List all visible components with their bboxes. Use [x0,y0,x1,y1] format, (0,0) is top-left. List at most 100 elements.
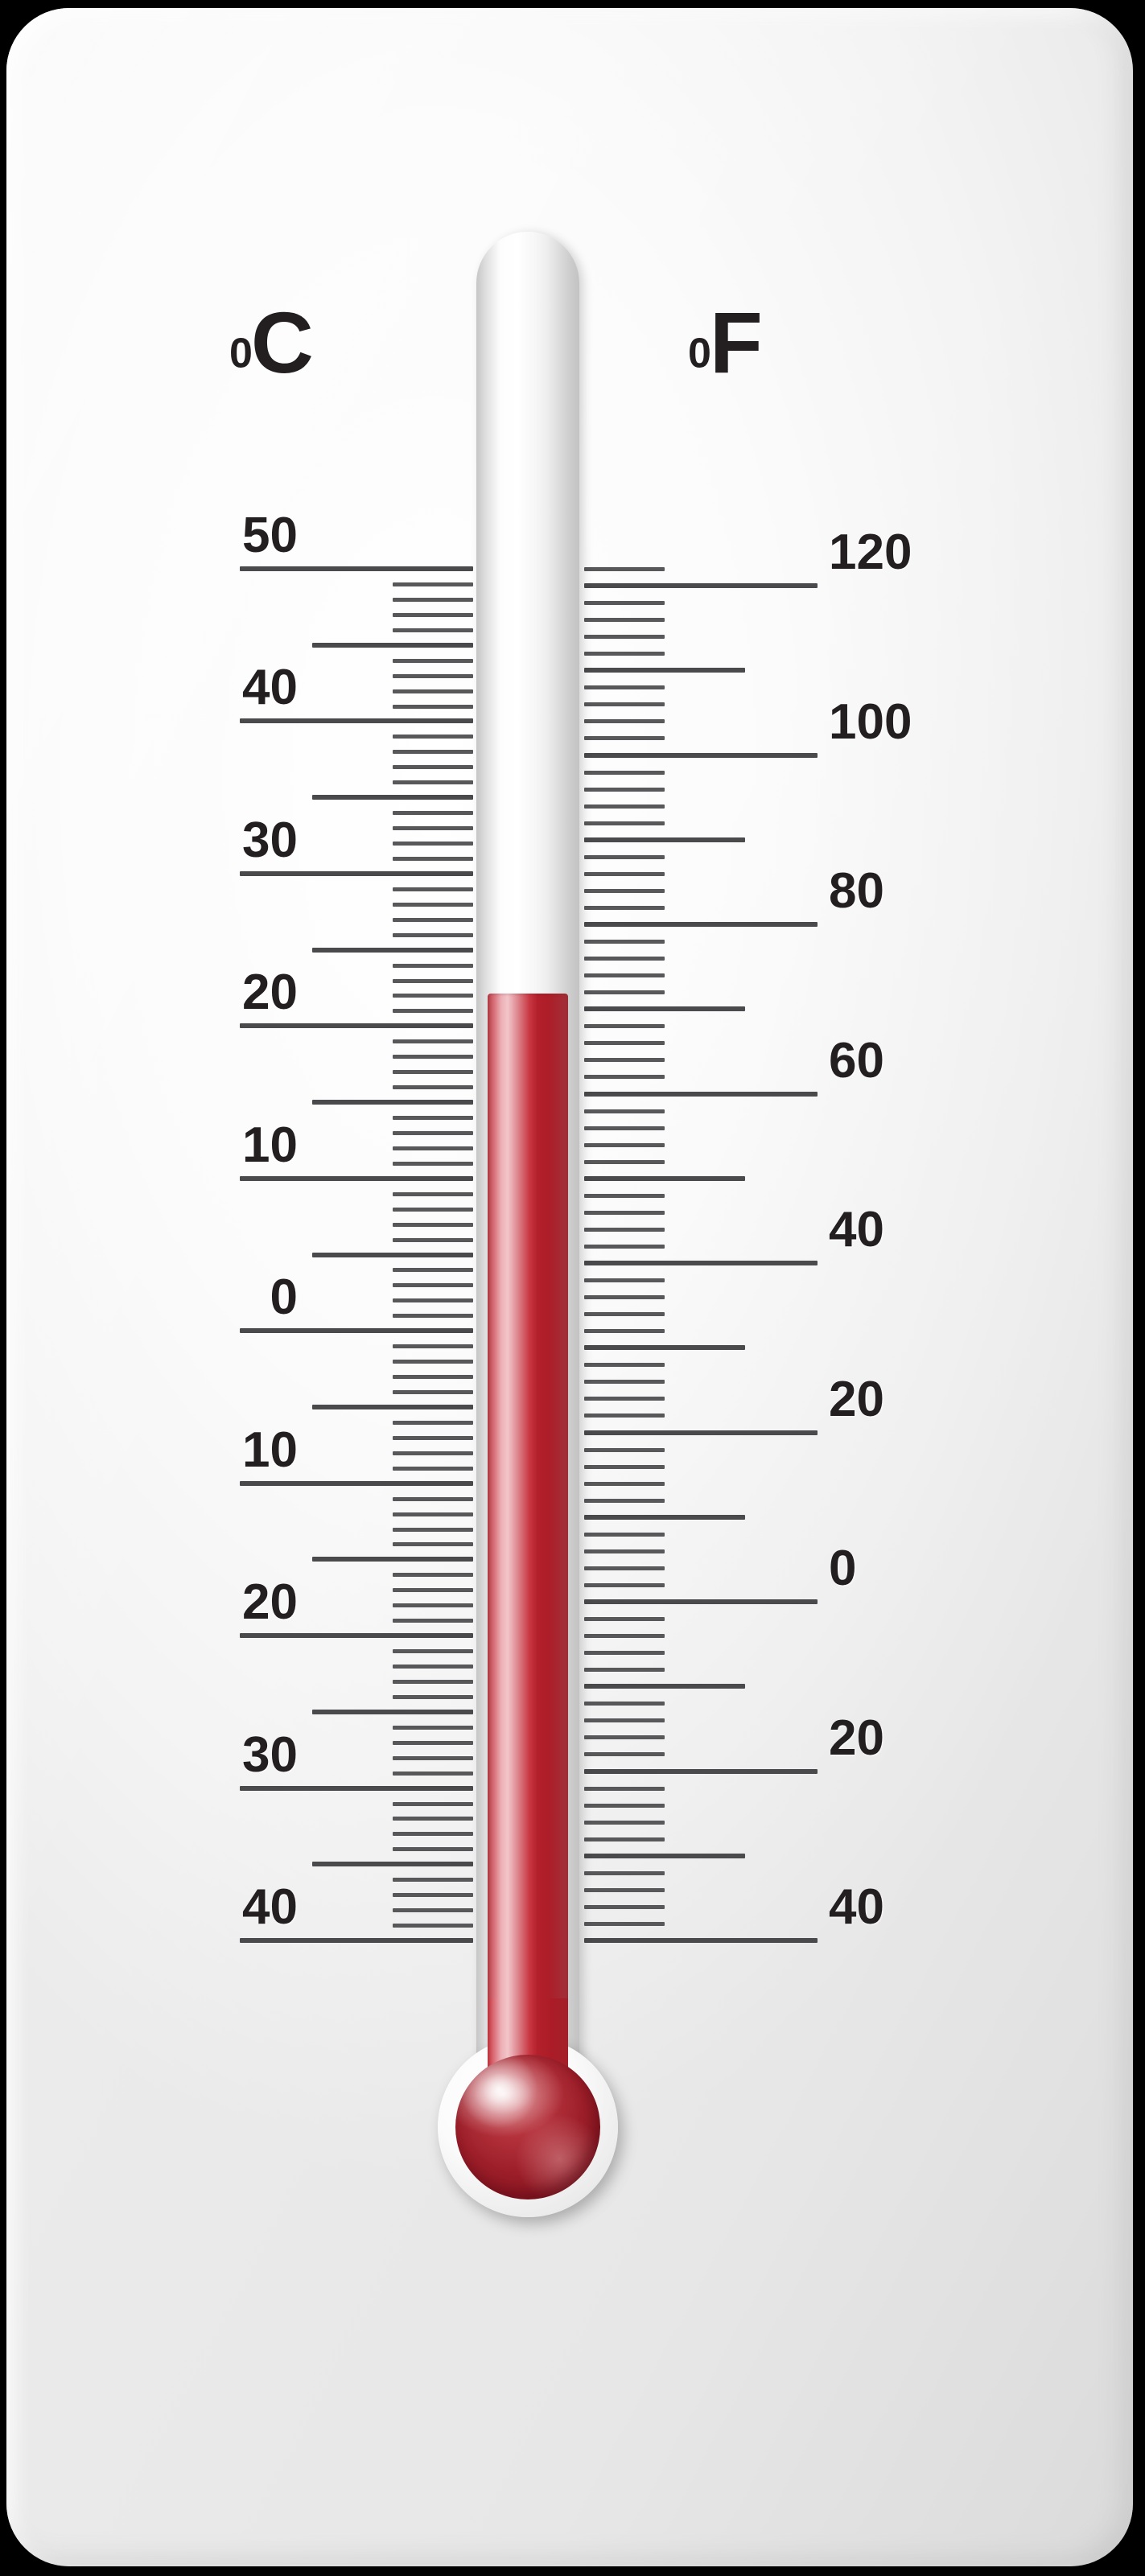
scale-tick-minor [393,1619,473,1623]
scale-tick-minor [393,1893,473,1898]
scale-tick-minor [393,765,473,770]
scale-tick-minor [393,994,473,998]
scale-tick-minor [393,1542,473,1547]
scale-tick-minor [393,597,473,602]
scale-tick-minor [584,1159,665,1164]
scale-tick-major [240,1023,473,1029]
scale-tick-minor [393,902,473,907]
scale-tick-minor [393,1360,473,1364]
scale-tick-minor [393,1268,473,1273]
scale-tick-minor [393,1298,473,1303]
scale-tick-major [584,1261,818,1266]
fahrenheit-scale-label-60-3: 60 [829,1032,884,1088]
celsius-scale-label-40-9: 40 [242,1879,298,1935]
scale-tick-minor [584,1058,665,1063]
scale-tick-minor [393,978,473,983]
scale-tick-minor [393,1283,473,1288]
scale-tick-minor [393,1924,473,1928]
scale-tick-major [240,566,473,571]
scale-tick-minor [584,957,665,961]
fahrenheit-scale-label-40-8: 40 [829,1879,884,1935]
scale-tick-minor [584,1210,665,1215]
celsius-scale-label-0-5: 0 [270,1269,298,1326]
scale-tick-minor [393,1420,473,1425]
celsius-scale-label-20-3: 20 [242,965,298,1021]
scale-tick-minor [584,787,665,792]
scale-tick-major [584,1430,818,1435]
scale-tick-minor [584,1329,665,1334]
fahrenheit-letter: F [709,294,763,391]
scale-tick-minor [584,618,665,623]
scale-tick-minor [584,854,665,859]
scale-tick-minor [584,1786,665,1791]
scale-tick-minor [584,1582,665,1587]
scale-tick-minor [393,1740,473,1745]
scale-tick-major [584,1938,818,1943]
scale-tick-major [312,1100,473,1105]
scale-tick-minor [584,990,665,995]
scale-tick-major [312,1862,473,1867]
scale-tick-minor [584,1244,665,1249]
fahrenheit-scale-label-40-4: 40 [829,1202,884,1258]
mercury-column [488,994,568,2079]
scale-tick-minor [584,1312,665,1317]
scale-tick-minor [584,1668,665,1673]
scale-tick-minor [584,1870,665,1875]
scale-tick-minor [393,1694,473,1699]
scale-tick-minor [393,1496,473,1501]
scale-tick-minor [393,1130,473,1135]
scale-tick-minor [393,811,473,816]
scale-tick-minor [584,1278,665,1283]
scale-tick-minor [584,888,665,893]
scale-tick-minor [393,673,473,678]
scale-tick-minor [393,1191,473,1196]
scale-tick-minor [393,1146,473,1150]
scale-tick-minor [584,1634,665,1639]
celsius-scale-label-30-2: 30 [242,812,298,868]
scale-tick-minor [584,770,665,775]
scale-tick-minor [393,1390,473,1394]
scale-tick-minor [584,652,665,656]
scale-tick-minor [393,1755,473,1760]
scale-tick-major [584,1006,745,1012]
celsius-degree-symbol: 0 [229,330,253,377]
scale-tick-minor [393,842,473,846]
scale-tick-minor [584,1363,665,1368]
scale-tick-minor [584,1752,665,1757]
scale-tick-minor [393,1832,473,1837]
celsius-scale-label-50-0: 50 [242,508,298,563]
scale-tick-minor [584,1024,665,1029]
scale-tick-minor [393,917,473,922]
fahrenheit-scale-label-120-0: 120 [829,525,912,581]
scale-tick-major [312,795,473,800]
fahrenheit-scale-label-0-6: 0 [829,1541,857,1596]
fahrenheit-scale-label-80-2: 80 [829,863,884,920]
scale-tick-minor [584,1702,665,1706]
scale-tick-minor [393,932,473,937]
scale-tick-minor [393,1435,473,1440]
scale-tick-major [584,583,818,589]
scale-tick-minor [584,1041,665,1046]
scale-tick-minor [393,689,473,693]
scale-tick-minor [393,1116,473,1120]
scale-tick-minor [393,1908,473,1913]
scale-tick-major [240,1480,473,1486]
scale-tick-minor [393,612,473,617]
fahrenheit-degree-symbol: 0 [688,330,711,377]
scale-tick-minor [584,1820,665,1825]
celsius-unit-label: 0C [229,299,314,386]
scale-tick-minor [393,704,473,709]
scale-tick-minor [584,1142,665,1147]
scale-tick-major [584,1768,818,1774]
scale-tick-minor [584,1735,665,1740]
celsius-scale-label-10-6: 10 [242,1422,298,1478]
scale-tick-major [584,1091,818,1097]
scale-tick-minor [393,1603,473,1608]
scale-tick-minor [584,1075,665,1080]
scale-tick-minor [584,1380,665,1385]
scale-tick-minor [584,1532,665,1537]
scale-tick-minor [393,1451,473,1455]
scale-tick-minor [584,1397,665,1401]
scale-tick-minor [584,1295,665,1300]
scale-tick-minor [393,1512,473,1516]
